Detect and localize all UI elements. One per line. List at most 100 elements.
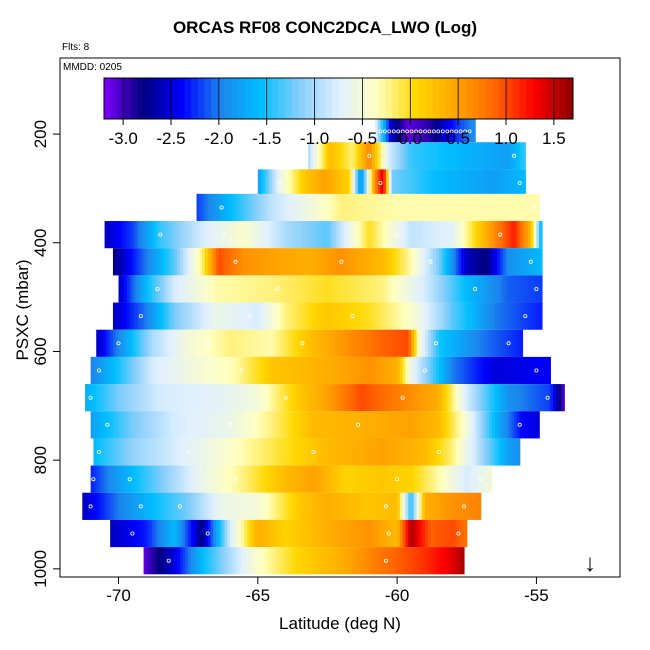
heatmap-cell bbox=[463, 169, 468, 197]
heatmap-cell bbox=[243, 302, 248, 330]
heatmap-cell bbox=[126, 356, 131, 385]
heatmap-cell bbox=[360, 384, 365, 412]
heatmap-cell bbox=[522, 221, 526, 249]
heatmap-cell bbox=[319, 275, 323, 303]
heatmap-cell bbox=[224, 547, 228, 575]
sample-point bbox=[423, 129, 427, 134]
heatmap-cell bbox=[266, 248, 270, 276]
heatmap-cell bbox=[143, 356, 147, 385]
heatmap-cell bbox=[149, 384, 153, 412]
heatmap-cell bbox=[132, 384, 136, 412]
heatmap-cell bbox=[168, 275, 173, 303]
heatmap-cell bbox=[483, 193, 487, 222]
heatmap-cell bbox=[427, 169, 432, 197]
heatmap-cell bbox=[135, 221, 139, 249]
heatmap-cell bbox=[235, 384, 239, 412]
heatmap-cell bbox=[277, 193, 281, 222]
heatmap-cell bbox=[533, 384, 538, 412]
sample-point bbox=[138, 314, 143, 319]
heatmap-cell bbox=[263, 492, 267, 520]
heatmap-cell bbox=[346, 356, 351, 385]
heatmap-cell bbox=[355, 221, 359, 249]
heatmap-cell bbox=[157, 438, 161, 466]
heatmap-cell bbox=[461, 221, 465, 249]
heatmap-cell bbox=[129, 248, 134, 276]
heatmap-cell bbox=[157, 221, 161, 249]
heatmap-cell bbox=[216, 302, 220, 330]
heatmap-cell bbox=[210, 221, 214, 249]
heatmap-cell bbox=[96, 492, 100, 520]
heatmap-cell bbox=[444, 248, 448, 276]
heatmap-cell bbox=[171, 221, 175, 249]
heatmap-cell bbox=[352, 169, 356, 197]
heatmap-cell bbox=[458, 547, 462, 575]
heatmap-cell bbox=[444, 411, 448, 439]
heatmap-cell bbox=[486, 248, 490, 276]
heatmap-cell bbox=[285, 411, 290, 439]
heatmap-cell bbox=[346, 275, 351, 303]
heatmap-cell bbox=[489, 465, 493, 493]
heatmap-cell bbox=[138, 519, 142, 548]
colorbar-tick-label: -3.0 bbox=[108, 129, 137, 148]
heatmap-cell bbox=[232, 438, 237, 466]
heatmap-cell bbox=[296, 411, 301, 439]
heatmap-cell bbox=[374, 302, 379, 330]
heatmap-cell bbox=[341, 519, 345, 548]
heatmap-cell bbox=[307, 221, 312, 249]
heatmap-cell bbox=[458, 302, 462, 330]
heatmap-cell bbox=[344, 547, 348, 575]
heatmap-cell bbox=[299, 221, 303, 249]
heatmap-cell bbox=[135, 519, 139, 548]
heatmap-cell bbox=[165, 275, 170, 303]
heatmap-cell bbox=[522, 142, 526, 170]
heatmap-cell bbox=[461, 115, 465, 143]
heatmap-cell bbox=[544, 356, 549, 385]
heatmap-cell bbox=[530, 356, 535, 385]
heatmap-cell bbox=[138, 302, 142, 330]
heatmap-cell bbox=[218, 329, 223, 357]
sample-point bbox=[88, 395, 93, 400]
heatmap-cell bbox=[502, 142, 507, 170]
heatmap-cell bbox=[333, 193, 337, 222]
colorbar-segment bbox=[472, 78, 480, 119]
heatmap-cell bbox=[399, 356, 404, 385]
heatmap-cell bbox=[204, 547, 209, 575]
heatmap-cell bbox=[385, 169, 390, 197]
sample-point bbox=[387, 129, 392, 134]
heatmap-cell bbox=[202, 329, 206, 357]
heatmap-cell bbox=[282, 275, 287, 303]
heatmap-cell bbox=[324, 519, 329, 548]
heatmap-cell bbox=[115, 465, 120, 493]
heatmap-cell bbox=[511, 356, 515, 385]
heatmap-cell bbox=[171, 547, 175, 575]
heatmap-cell bbox=[99, 465, 103, 493]
heatmap-cell bbox=[388, 547, 393, 575]
heatmap-cell bbox=[204, 492, 209, 520]
heatmap-cell bbox=[330, 221, 334, 249]
heatmap-cell bbox=[115, 438, 120, 466]
heatmap-cell bbox=[461, 465, 465, 493]
heatmap-cell bbox=[436, 384, 440, 412]
heatmap-cell bbox=[411, 492, 415, 520]
heatmap-cell bbox=[168, 356, 173, 385]
sample-point bbox=[382, 129, 387, 134]
heatmap-cell bbox=[338, 411, 342, 439]
heatmap-cell bbox=[319, 492, 323, 520]
heatmap-cell bbox=[232, 547, 237, 575]
colorbar-segment bbox=[224, 78, 232, 119]
heatmap-cell bbox=[288, 356, 292, 385]
heatmap-cell bbox=[319, 142, 323, 170]
colorbar-segment bbox=[398, 78, 406, 119]
heatmap-cell bbox=[107, 329, 111, 357]
heatmap-cell bbox=[157, 465, 161, 493]
heatmap-cell bbox=[433, 492, 437, 520]
heatmap-cell bbox=[263, 547, 267, 575]
heatmap-cell bbox=[249, 492, 253, 520]
heatmap-cell bbox=[463, 438, 468, 466]
flights-label: Flts: 8 bbox=[62, 42, 90, 53]
heatmap-cell bbox=[190, 356, 195, 385]
heatmap-cell bbox=[118, 356, 122, 385]
heatmap-cell bbox=[511, 169, 515, 197]
heatmap-cell bbox=[313, 142, 317, 170]
heatmap-cell bbox=[110, 356, 114, 385]
